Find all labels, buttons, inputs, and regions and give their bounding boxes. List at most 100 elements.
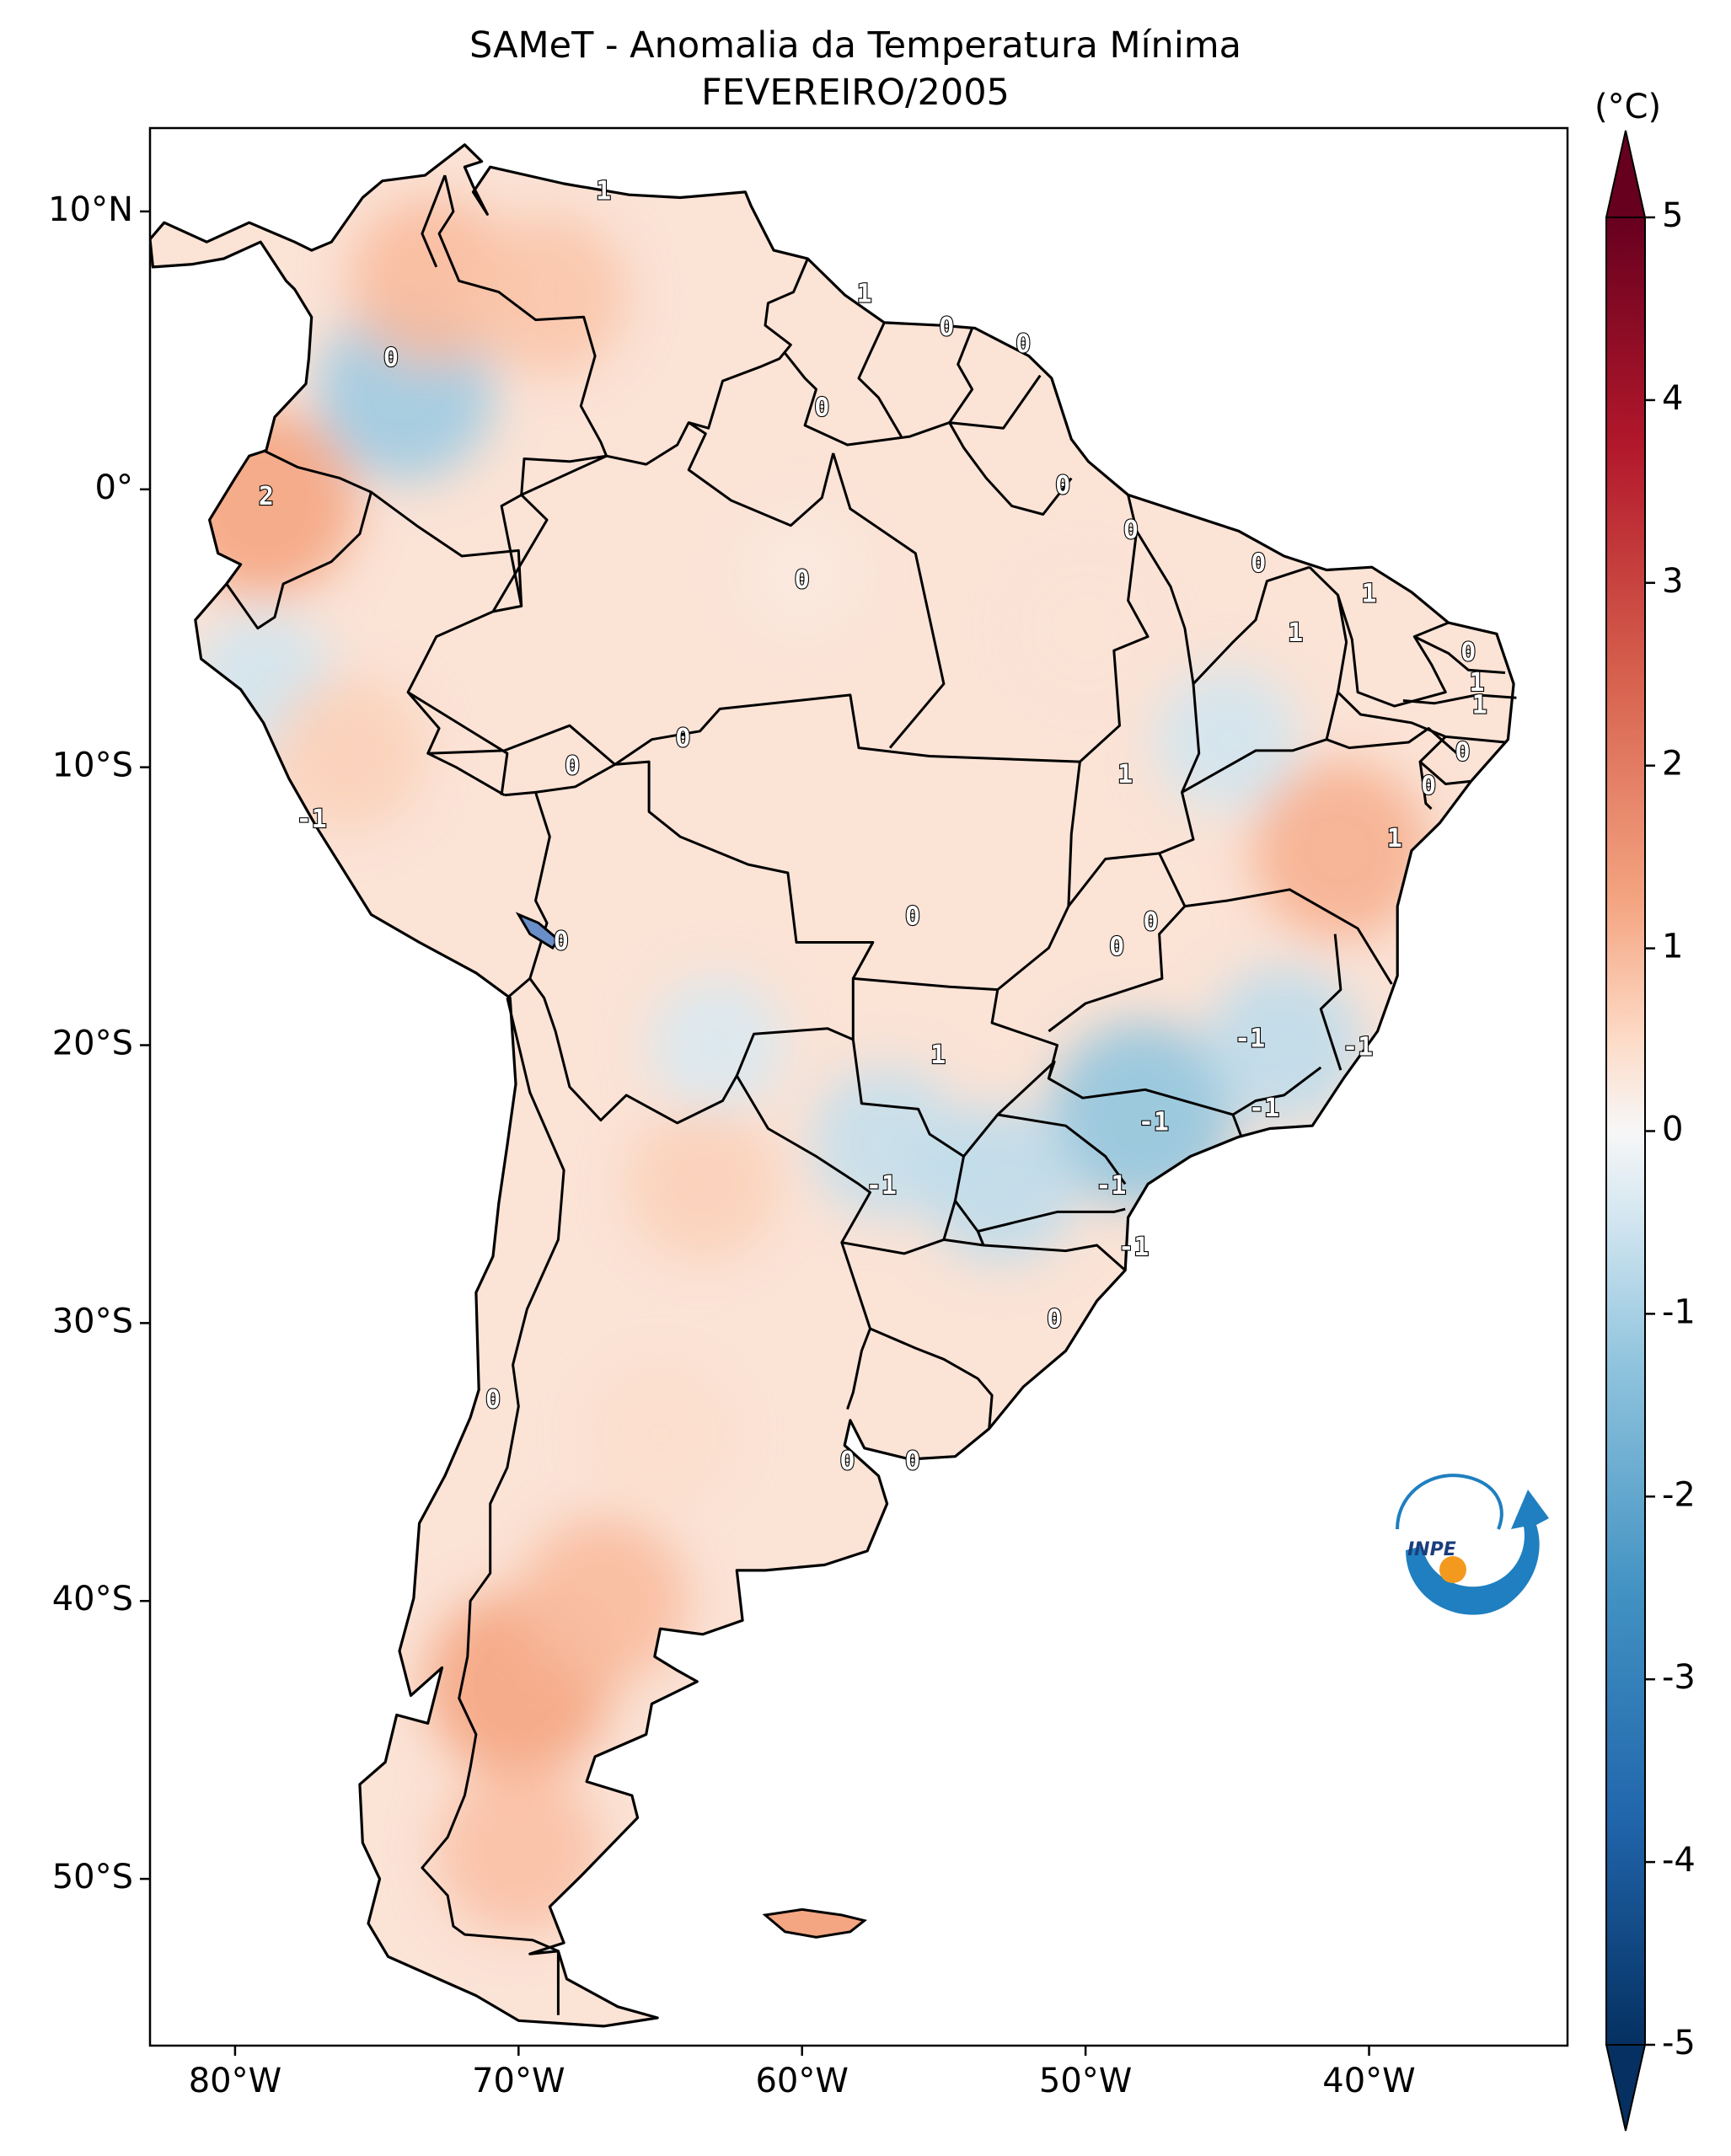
border-line bbox=[491, 454, 608, 613]
contour-label: 1 bbox=[930, 1041, 946, 1070]
contour-label: 1 bbox=[1361, 580, 1376, 609]
contour-label: 0 bbox=[1123, 516, 1139, 545]
border-line bbox=[840, 1242, 871, 1410]
lon-tick-label: 60°W bbox=[755, 2062, 848, 2100]
border-line bbox=[1418, 761, 1433, 811]
contour-label: 1 bbox=[857, 279, 872, 308]
contour-label: 0 bbox=[1016, 329, 1031, 359]
lat-tick-label: 0° bbox=[95, 468, 133, 507]
contour-label: -1 bbox=[1139, 1107, 1169, 1137]
title-line-1: SAMeT - Anomalia da Temperatura Mínima bbox=[469, 24, 1241, 67]
contour-label: -1 bbox=[866, 1171, 897, 1201]
border-line bbox=[948, 327, 1042, 430]
colorbar-tick-label: -2 bbox=[1662, 1475, 1696, 1514]
border-line bbox=[1232, 1066, 1322, 1116]
border-line bbox=[784, 352, 951, 447]
border-line bbox=[407, 691, 509, 795]
contour-label: 0 bbox=[905, 901, 920, 931]
contour-label: -1 bbox=[1235, 1024, 1265, 1053]
contour-label: 0 bbox=[565, 752, 580, 781]
anomaly-blob bbox=[627, 1108, 779, 1260]
border-line bbox=[990, 761, 1081, 1079]
lon-tick-label: 40°W bbox=[1322, 2062, 1415, 2100]
border-line bbox=[736, 1039, 965, 1255]
lat-tick-label: 50°S bbox=[52, 1858, 133, 1897]
inpe-logo-text: INPE bbox=[1407, 1539, 1456, 1560]
colorbar: 5 4 3 2 1 0 -1 -2 -3 -4 -5 bbox=[1605, 130, 1696, 2132]
country-state-borders bbox=[225, 174, 1517, 2015]
contour-label: 0 bbox=[1047, 1305, 1062, 1335]
map-frame-border bbox=[148, 126, 1569, 2047]
contour-label: -1 bbox=[1118, 1233, 1149, 1262]
colorbar-tick-label: 0 bbox=[1662, 1110, 1683, 1149]
border-line bbox=[1418, 736, 1471, 785]
contour-label: 0 bbox=[1109, 933, 1124, 962]
border-line bbox=[1319, 934, 1342, 1071]
contour-label: 1 bbox=[1472, 691, 1487, 720]
inpe-logo-sun-icon bbox=[1439, 1556, 1466, 1583]
contour-label: 0 bbox=[939, 313, 954, 342]
contour-label: 0 bbox=[554, 927, 569, 956]
contour-label: 0 bbox=[1055, 471, 1070, 500]
border-line bbox=[1402, 693, 1517, 705]
map-title: SAMeT - Anomalia da Temperatura Mínima F… bbox=[152, 22, 1559, 116]
colorbar-tick-label: 2 bbox=[1662, 745, 1683, 784]
colorbar-unit-label: (°C) bbox=[1594, 88, 1662, 126]
border-line bbox=[1135, 530, 1201, 855]
border-line bbox=[857, 322, 903, 437]
border-line bbox=[853, 976, 998, 992]
border-line bbox=[977, 1207, 1126, 1233]
border-line bbox=[437, 174, 608, 457]
contour-label: 0 bbox=[485, 1385, 501, 1415]
contour-label: 0 bbox=[1143, 907, 1158, 937]
border-line bbox=[997, 1113, 1127, 1185]
colorbar-tick-label: -3 bbox=[1662, 1658, 1696, 1697]
border-line bbox=[1048, 852, 1187, 1033]
contour-label: 0 bbox=[675, 724, 690, 753]
lat-tick-label: 20°S bbox=[52, 1025, 133, 1063]
contour-label: 0 bbox=[1455, 738, 1470, 768]
lon-tick-label: 70°W bbox=[472, 2062, 565, 2100]
border-line bbox=[962, 1060, 1243, 1158]
falkland-islands bbox=[762, 1907, 868, 1939]
border-line bbox=[983, 1244, 1127, 1271]
border-line bbox=[1413, 635, 1506, 674]
anomaly-blob bbox=[922, 1105, 1080, 1263]
lake-titicaca bbox=[515, 912, 560, 950]
contour-label: 0 bbox=[839, 1447, 855, 1476]
contour-label: 1 bbox=[1117, 760, 1133, 789]
border-line bbox=[1337, 691, 1506, 744]
border-line bbox=[1184, 888, 1393, 985]
anomaly-blob bbox=[519, 1517, 689, 1686]
border-line bbox=[421, 174, 447, 268]
border-line bbox=[1337, 594, 1450, 708]
colorbar-tick-label: -4 bbox=[1662, 1841, 1696, 1880]
inpe-logo-swoosh-icon bbox=[1406, 1490, 1549, 1615]
border-line bbox=[614, 693, 1080, 766]
lat-tick-label: 40°S bbox=[52, 1580, 133, 1618]
colorbar-tick-label: 5 bbox=[1662, 196, 1683, 235]
anomaly-blob bbox=[649, 977, 785, 1113]
contour-label: -1 bbox=[1096, 1171, 1126, 1201]
coastline bbox=[150, 143, 1515, 2028]
colorbar-tick-label: -1 bbox=[1662, 1292, 1696, 1331]
colorbar-ticks: 5 4 3 2 1 0 -1 -2 -3 -4 -5 bbox=[1645, 196, 1696, 2062]
anomaly-blob bbox=[740, 511, 864, 634]
colorbar-tick-label: 3 bbox=[1662, 562, 1683, 601]
anomaly-blob bbox=[272, 677, 425, 830]
contour-label: 0 bbox=[383, 343, 399, 372]
contour-label: 0 bbox=[1421, 771, 1436, 800]
border-line bbox=[687, 421, 835, 527]
lon-tick-label: 50°W bbox=[1039, 2062, 1132, 2100]
border-line bbox=[421, 998, 565, 1953]
anomaly-blob bbox=[1155, 667, 1300, 811]
lat-tick-label: 10°S bbox=[52, 746, 133, 785]
contour-label: -1 bbox=[1342, 1032, 1373, 1062]
colorbar-max-extension bbox=[1605, 130, 1647, 218]
contour-label: 0 bbox=[905, 1447, 920, 1476]
anomaly-blob bbox=[1020, 562, 1152, 694]
colorbar-tick-label: 1 bbox=[1662, 928, 1683, 966]
anomaly-blob bbox=[590, 1364, 731, 1505]
